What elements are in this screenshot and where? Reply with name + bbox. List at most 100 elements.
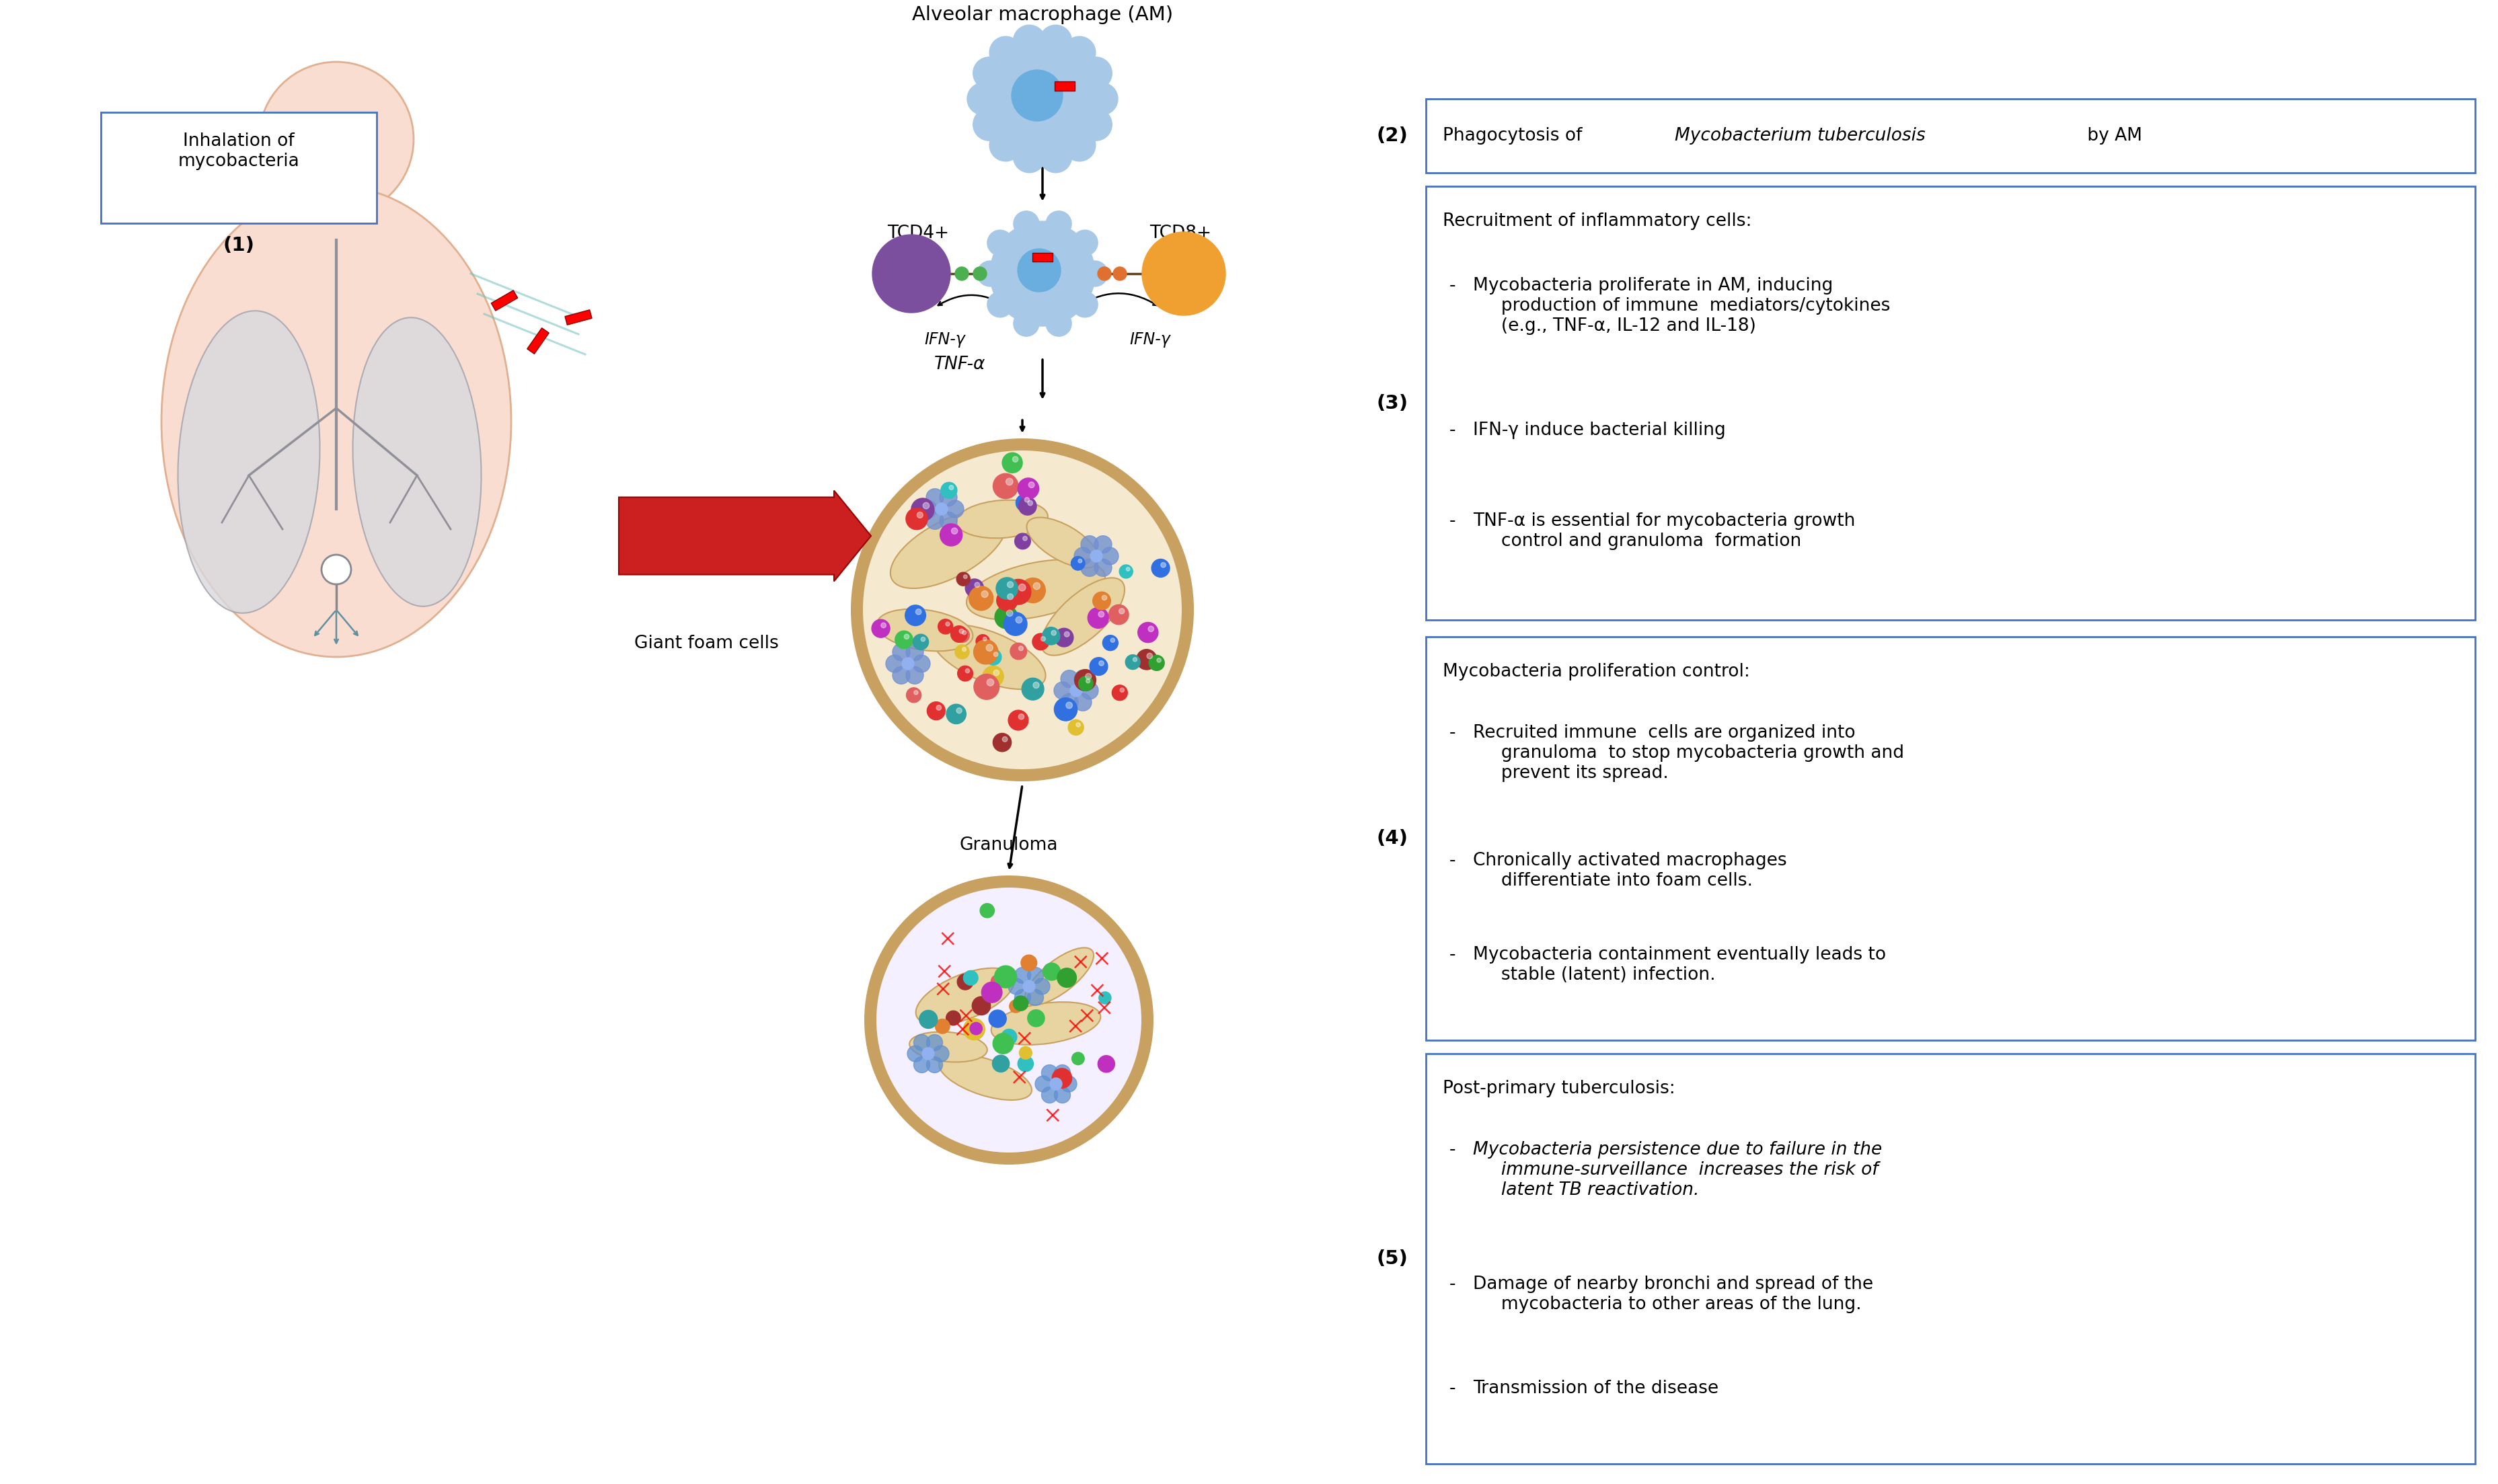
Circle shape [1014,25,1047,58]
Circle shape [1109,604,1129,625]
Circle shape [1072,1052,1084,1066]
Circle shape [1112,686,1127,700]
Circle shape [957,666,972,681]
Circle shape [1027,968,1044,984]
Circle shape [964,579,984,597]
Circle shape [1099,660,1104,666]
Circle shape [1019,646,1024,650]
Circle shape [1057,968,1077,987]
Circle shape [1054,628,1074,647]
Circle shape [939,619,952,634]
Circle shape [974,108,1004,141]
Circle shape [914,1034,929,1051]
Circle shape [942,482,957,499]
Circle shape [984,40,1102,157]
Circle shape [1087,607,1109,628]
Circle shape [989,37,1022,68]
Ellipse shape [877,608,972,651]
Circle shape [1074,669,1097,690]
Circle shape [1152,559,1169,577]
Circle shape [1022,954,1037,971]
Text: TNF-α: TNF-α [934,356,984,372]
Circle shape [1019,1046,1032,1060]
Circle shape [260,62,415,217]
Circle shape [967,83,999,114]
Circle shape [987,230,1012,255]
FancyBboxPatch shape [100,113,377,223]
Text: (3): (3) [1376,393,1409,413]
Circle shape [977,261,1002,286]
Circle shape [907,666,924,684]
Text: Post-primary tuberculosis:: Post-primary tuberculosis: [1444,1080,1676,1097]
Text: (2): (2) [1376,126,1409,145]
Circle shape [989,1011,1007,1027]
Circle shape [1074,671,1092,687]
Circle shape [1149,656,1164,671]
Circle shape [1014,141,1047,172]
Circle shape [1042,1086,1057,1103]
Circle shape [1102,595,1107,600]
Text: -: - [1449,1380,1456,1398]
Polygon shape [565,310,592,325]
Circle shape [877,887,1142,1153]
FancyBboxPatch shape [1426,637,2476,1040]
Circle shape [957,974,974,990]
Circle shape [964,669,969,672]
Circle shape [1092,592,1112,610]
Circle shape [957,708,962,714]
Circle shape [1012,457,1019,462]
Circle shape [1077,723,1079,727]
Circle shape [1127,654,1139,669]
Circle shape [969,586,994,610]
Text: -: - [1449,1141,1456,1159]
Ellipse shape [957,500,1047,539]
Circle shape [1034,683,1039,689]
Text: Giant foam cells: Giant foam cells [634,635,779,653]
Circle shape [974,582,979,588]
Circle shape [1082,681,1099,699]
Circle shape [939,488,957,506]
Text: by AM: by AM [2081,128,2143,144]
Ellipse shape [967,559,1104,620]
Polygon shape [492,291,517,310]
Circle shape [1094,536,1112,554]
Circle shape [982,666,1004,687]
Circle shape [974,267,987,280]
Circle shape [919,1011,937,1028]
Circle shape [1017,249,1062,292]
Circle shape [1014,996,1029,1011]
Circle shape [919,500,937,518]
Circle shape [1099,991,1112,1005]
Circle shape [907,687,922,702]
Circle shape [994,966,1017,988]
FancyBboxPatch shape [1426,1054,2476,1463]
Circle shape [1027,990,1044,1006]
Circle shape [982,982,1002,1003]
Text: Mycobacteria persistence due to failure in the
     immune-surveillance  increas: Mycobacteria persistence due to failure … [1474,1141,1881,1199]
Circle shape [1034,978,1049,994]
Circle shape [904,605,927,626]
Text: IFN-γ induce bacterial killing: IFN-γ induce bacterial killing [1474,421,1726,439]
Circle shape [1054,1066,1072,1080]
Circle shape [1087,674,1092,680]
Text: Chronically activated macrophages
     differentiate into foam cells.: Chronically activated macrophages differ… [1474,852,1786,889]
Circle shape [1119,565,1132,579]
Circle shape [1094,559,1112,576]
Circle shape [1004,613,1027,635]
Circle shape [1017,494,1034,512]
Circle shape [892,643,909,660]
Circle shape [927,1034,942,1051]
Ellipse shape [1027,518,1099,568]
Circle shape [969,1022,982,1034]
Circle shape [1062,671,1079,687]
Text: IFN-γ: IFN-γ [924,331,964,347]
Circle shape [902,657,914,669]
Circle shape [1134,657,1137,662]
FancyArrow shape [620,491,872,582]
Text: Granuloma: Granuloma [959,837,1059,853]
Circle shape [987,292,1012,318]
Circle shape [934,1020,949,1033]
Circle shape [964,574,967,579]
Circle shape [1072,230,1097,255]
Circle shape [972,997,992,1015]
